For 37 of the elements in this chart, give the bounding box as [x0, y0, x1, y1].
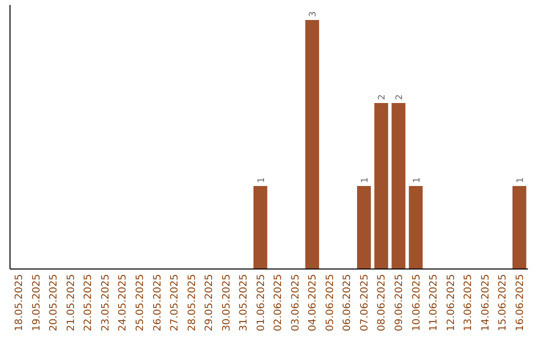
x-tick-label: 03.06.2025 — [290, 274, 302, 332]
x-tick-label: 14.06.2025 — [480, 274, 492, 332]
data-label: 2 — [395, 94, 405, 100]
data-label: 2 — [378, 94, 388, 100]
x-tick-label: 24.05.2025 — [118, 274, 129, 332]
x-tick-label: 01.06.2025 — [256, 274, 267, 332]
x-tick-label: 20.05.2025 — [48, 274, 60, 332]
x-tick-label: 18.05.2025 — [14, 274, 26, 332]
x-tick-label: 19.05.2025 — [31, 274, 42, 332]
data-label: 3 — [308, 11, 319, 17]
x-tick-label: 31.05.2025 — [238, 274, 250, 332]
x-tick-label: 26.05.2025 — [152, 274, 164, 332]
x-tick-label: 21.05.2025 — [66, 274, 77, 332]
x-tick-label: 28.05.2025 — [186, 274, 198, 332]
x-tick-label: 06.06.2025 — [342, 274, 354, 332]
x-tick-label: 12.06.2025 — [446, 274, 457, 332]
x-tick-label: 16.06.2025 — [514, 274, 526, 332]
x-tick-label: 07.06.2025 — [359, 274, 370, 332]
data-label: 1 — [412, 177, 422, 183]
x-tick-label: 08.06.2025 — [376, 274, 388, 332]
x-tick-label: 15.06.2025 — [498, 274, 509, 332]
x-tick-label: 02.06.2025 — [273, 274, 284, 332]
data-label: 1 — [516, 177, 526, 183]
x-tick-label: 05.06.2025 — [324, 274, 336, 332]
data-label: 1 — [256, 177, 267, 183]
x-tick-label: 30.05.2025 — [221, 274, 232, 332]
x-tick-label: 09.06.2025 — [394, 274, 405, 332]
x-tick-label: 23.05.2025 — [100, 274, 112, 332]
x-tick-label: 25.05.2025 — [135, 274, 146, 332]
x-tick-label: 04.06.2025 — [308, 274, 319, 332]
x-tick-label: 29.05.2025 — [204, 274, 216, 332]
x-tick-label: 10.06.2025 — [411, 274, 422, 332]
x-tick-label: 11.06.2025 — [428, 274, 440, 332]
data-label: 1 — [360, 177, 370, 183]
x-tick-label: 13.06.2025 — [463, 274, 474, 332]
x-tick-label: 22.05.2025 — [83, 274, 94, 332]
x-tick-label: 27.05.2025 — [170, 274, 181, 332]
